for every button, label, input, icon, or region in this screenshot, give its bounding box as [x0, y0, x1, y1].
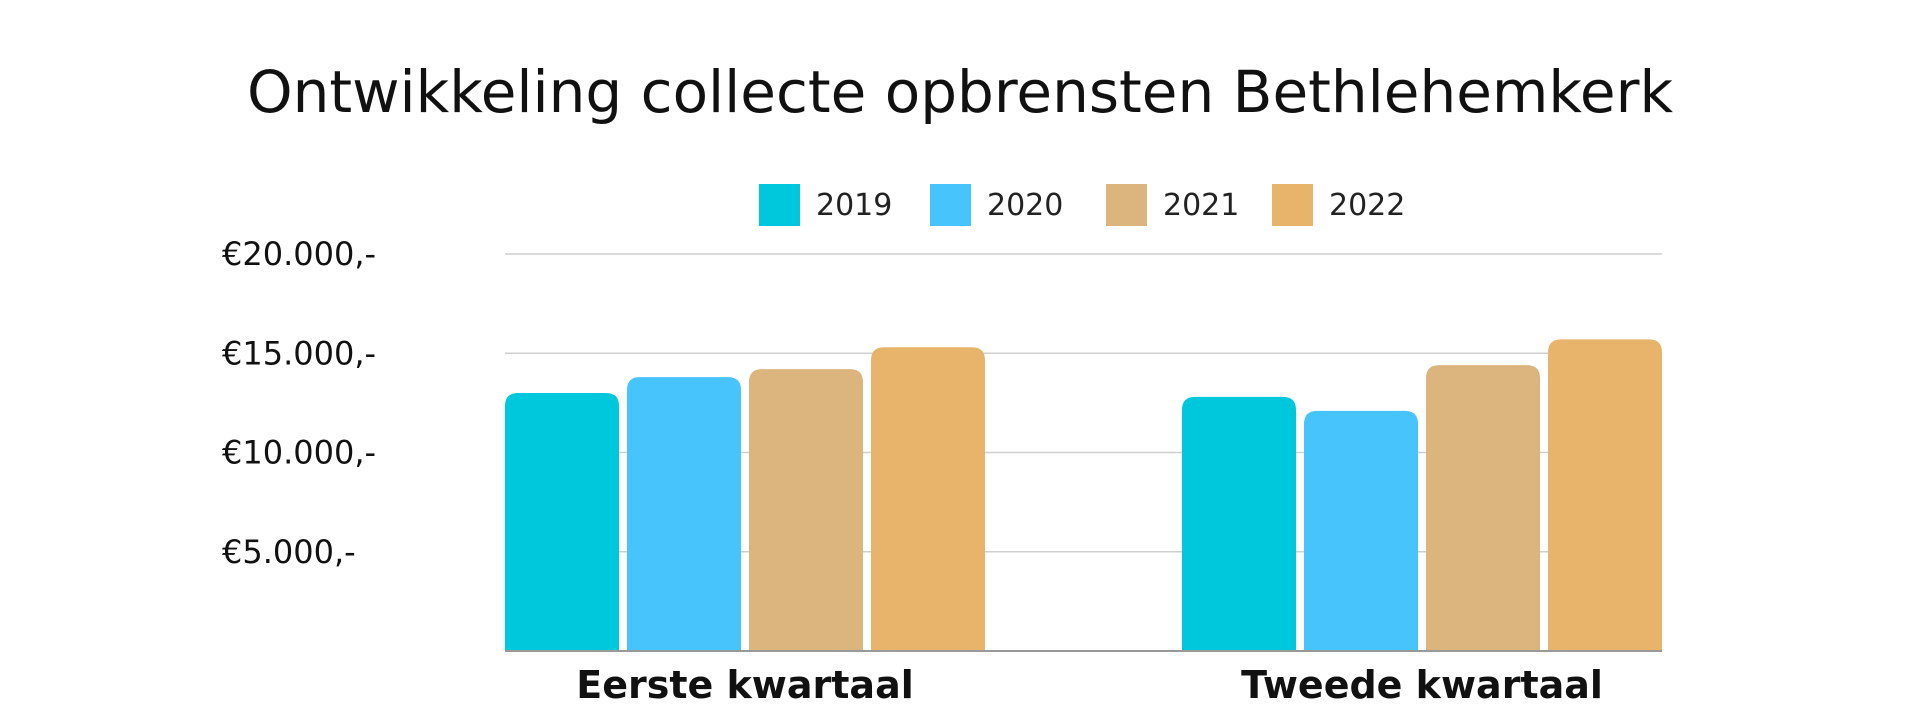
legend: 2019 2020 2021 2022 [759, 184, 1405, 226]
y-tick-label: €20.000,- [222, 235, 376, 273]
bars [505, 339, 1662, 651]
y-tick-label: €5.000,- [222, 533, 356, 571]
chart-title: Ontwikkeling collecte opbrensten Bethleh… [247, 58, 1674, 126]
bar-2021-1 [749, 369, 863, 651]
legend-label: 2022 [1329, 188, 1405, 223]
legend-swatch-2019 [759, 184, 800, 226]
legend-label: 2019 [816, 188, 892, 223]
legend-swatch-2020 [930, 184, 971, 226]
legend-label: 2020 [987, 188, 1063, 223]
legend-swatch-2021 [1106, 184, 1147, 226]
legend-label: 2021 [1163, 188, 1239, 223]
x-axis: Eerste kwartaal Tweede kwartaal [576, 663, 1603, 707]
y-tick-label: €10.000,- [222, 434, 376, 472]
bar-2022-1 [871, 347, 985, 651]
y-axis: €5.000,- €10.000,- €15.000,- €20.000,- [222, 235, 376, 571]
bar-2020-2 [1304, 410, 1418, 651]
x-tick-label: Eerste kwartaal [576, 663, 914, 707]
bar-2022-2 [1548, 339, 1662, 651]
y-tick-label: €15.000,- [222, 334, 376, 372]
bar-2019-1 [505, 392, 619, 651]
legend-swatch-2022 [1272, 184, 1313, 226]
bar-2020-1 [627, 377, 741, 651]
bar-2021-2 [1426, 365, 1540, 651]
x-tick-label: Tweede kwartaal [1241, 663, 1603, 707]
bar-2019-2 [1182, 396, 1296, 651]
